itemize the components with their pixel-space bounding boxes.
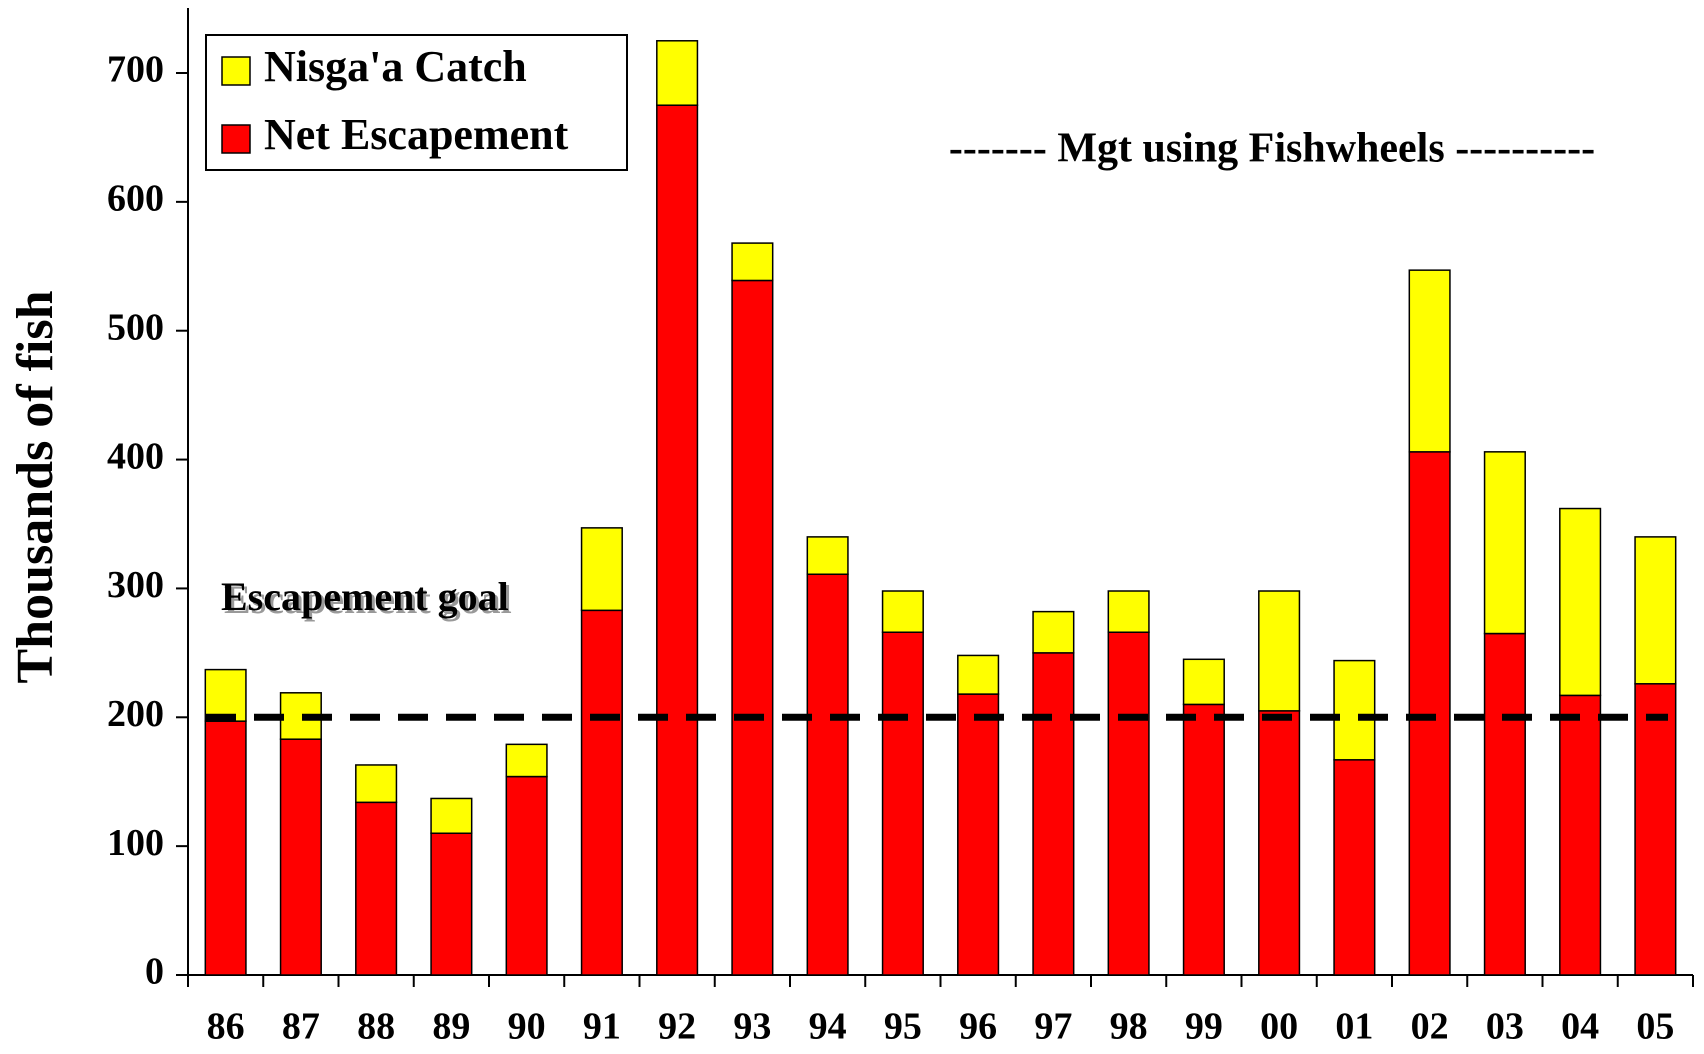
bar-segment [1333,759,1376,976]
x-tick-label: 86 [207,1006,245,1048]
bar-segment [1107,590,1150,633]
bar-segment [1408,269,1451,453]
bar-segment [580,609,623,976]
x-tick-label: 05 [1636,1006,1674,1048]
x-tick-label: 02 [1411,1006,1449,1048]
bar-segment [1182,658,1225,706]
bar-segment [1634,683,1677,976]
bar-segment [957,693,1000,976]
bar-segment [505,775,548,976]
x-tick-label: 91 [583,1006,621,1048]
bar-segment [430,832,473,976]
bar-segment [1483,451,1526,635]
x-tick-label: 95 [884,1006,922,1048]
bar-segment [580,527,623,612]
x-tick-label: 89 [432,1006,470,1048]
legend-label: Nisga'a Catch [264,42,527,91]
bar-segment [957,654,1000,695]
bar-segment [1559,694,1602,976]
bar-segment [731,242,774,282]
bar-segment [1559,507,1602,697]
legend-swatch [221,56,251,86]
bar-segment [1258,710,1301,976]
bar-segment [355,801,398,976]
bar-segment [279,738,322,976]
legend-swatch [221,124,251,154]
bar-segment [505,743,548,778]
bar-segment [430,797,473,835]
bar-segment [806,536,849,576]
bar-segment [204,720,247,976]
y-tick-label: 100 [107,822,164,864]
bar-segment [1032,610,1075,654]
x-tick-label: 01 [1335,1006,1373,1048]
x-tick-label: 92 [658,1006,696,1048]
x-tick-label: 96 [959,1006,997,1048]
bar-segment [881,631,924,976]
bar-segment [1634,536,1677,685]
y-axis-label: Thousands of fish [7,290,64,683]
x-tick-label: 98 [1110,1006,1148,1048]
bar-segment [806,573,849,976]
x-tick-label: 87 [282,1006,320,1048]
goal-label-shadow: Escapement goal [224,577,512,622]
x-tick-label: 99 [1185,1006,1223,1048]
bar-segment [1408,451,1451,976]
bar-segment [881,590,924,633]
x-tick-label: 94 [809,1006,847,1048]
y-tick-label: 300 [107,564,164,606]
annotation: ------- Mgt using Fishwheels ---------- [949,126,1595,172]
y-tick-label: 0 [145,951,164,993]
bar-segment [355,764,398,804]
x-tick-label: 04 [1561,1006,1599,1048]
y-tick-label: 700 [107,49,164,91]
bar-segment [1032,652,1075,976]
x-tick-label: 93 [733,1006,771,1048]
bar-segment [1258,590,1301,712]
bar-segment [1182,703,1225,976]
x-tick-label: 03 [1486,1006,1524,1048]
x-tick-label: 00 [1260,1006,1298,1048]
y-tick-label: 500 [107,306,164,348]
bar-segment [204,668,247,722]
bar-segment [731,279,774,976]
bar-segment [1483,632,1526,976]
bar-segment [1333,659,1376,761]
y-tick-label: 400 [107,435,164,477]
bar-segment [656,40,699,106]
y-tick-label: 600 [107,178,164,220]
bar-segment [1107,631,1150,976]
x-tick-label: 90 [508,1006,546,1048]
x-tick-label: 88 [357,1006,395,1048]
legend-label: Net Escapement [264,110,569,159]
goal-label: Escapement goal [221,574,509,619]
bar-segment [656,104,699,976]
y-tick-label: 200 [107,693,164,735]
x-tick-label: 97 [1034,1006,1072,1048]
legend-box [205,34,628,171]
